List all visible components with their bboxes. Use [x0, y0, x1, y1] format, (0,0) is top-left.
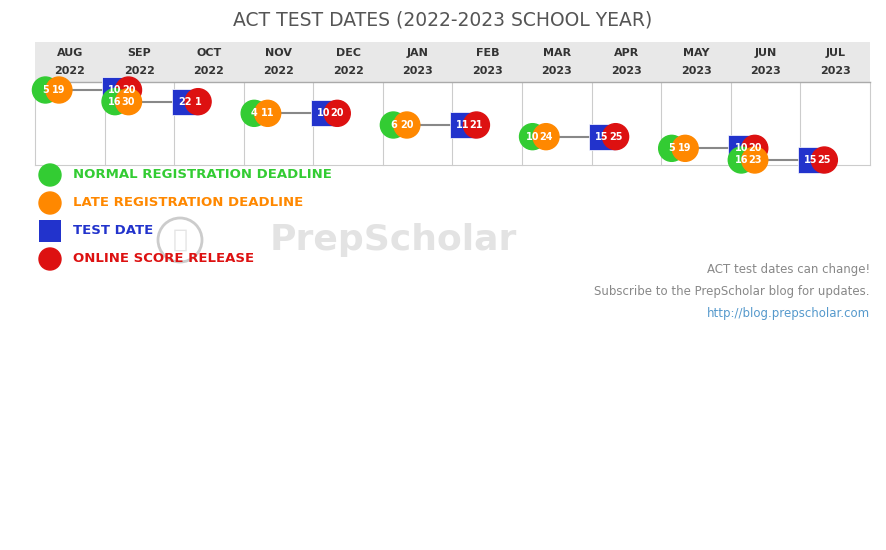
Circle shape — [33, 77, 58, 103]
Circle shape — [742, 147, 768, 173]
Text: 20: 20 — [400, 120, 414, 130]
Text: AUG: AUG — [57, 48, 83, 58]
Text: TEST DATE: TEST DATE — [73, 224, 153, 238]
Circle shape — [602, 124, 628, 150]
Text: 30: 30 — [121, 97, 136, 107]
Text: Subscribe to the PrepScholar blog for updates.: Subscribe to the PrepScholar blog for up… — [595, 285, 870, 299]
Bar — [102, 77, 128, 103]
Circle shape — [463, 112, 489, 138]
Text: 16: 16 — [108, 97, 121, 107]
Circle shape — [39, 248, 61, 270]
Text: 2023: 2023 — [402, 66, 433, 76]
Text: 10: 10 — [317, 108, 330, 118]
Text: 22: 22 — [178, 97, 191, 107]
Text: PrepScholar: PrepScholar — [270, 223, 517, 257]
Text: JUN: JUN — [755, 48, 777, 58]
Text: DEC: DEC — [336, 48, 361, 58]
Text: http://blog.prepscholar.com: http://blog.prepscholar.com — [707, 307, 870, 321]
Text: 11: 11 — [261, 108, 275, 118]
Bar — [35, 42, 870, 82]
Text: 21: 21 — [470, 120, 483, 130]
Text: FEB: FEB — [476, 48, 499, 58]
Text: 6: 6 — [390, 120, 397, 130]
Text: 2022: 2022 — [263, 66, 294, 76]
Text: 10: 10 — [734, 144, 748, 153]
Circle shape — [46, 77, 72, 103]
Text: JAN: JAN — [407, 48, 429, 58]
Circle shape — [254, 100, 281, 126]
Circle shape — [115, 89, 142, 114]
Text: 11: 11 — [456, 120, 470, 130]
Text: ACT TEST DATES (2022-2023 SCHOOL YEAR): ACT TEST DATES (2022-2023 SCHOOL YEAR) — [233, 10, 653, 30]
Circle shape — [533, 124, 559, 150]
Bar — [311, 100, 337, 126]
Text: 20: 20 — [330, 108, 344, 118]
Circle shape — [39, 192, 61, 214]
Circle shape — [241, 100, 268, 126]
Text: 25: 25 — [818, 155, 831, 165]
Text: 4: 4 — [251, 108, 258, 118]
Circle shape — [672, 135, 698, 161]
Text: 2023: 2023 — [680, 66, 711, 76]
Text: 15: 15 — [595, 131, 609, 142]
Text: MAY: MAY — [683, 48, 710, 58]
Text: ACT test dates can change!: ACT test dates can change! — [707, 263, 870, 277]
Circle shape — [380, 112, 407, 138]
Text: 19: 19 — [679, 144, 692, 153]
Text: 2023: 2023 — [820, 66, 851, 76]
Text: 5: 5 — [42, 85, 49, 95]
Circle shape — [742, 135, 768, 161]
Circle shape — [658, 135, 685, 161]
Text: MAR: MAR — [543, 48, 571, 58]
Circle shape — [812, 147, 837, 173]
Circle shape — [728, 147, 754, 173]
Circle shape — [519, 124, 546, 150]
Text: SEP: SEP — [128, 48, 152, 58]
Bar — [450, 112, 476, 138]
Text: 19: 19 — [52, 85, 66, 95]
Text: 20: 20 — [121, 85, 136, 95]
Text: 🏠: 🏠 — [173, 228, 188, 252]
Text: 15: 15 — [804, 155, 818, 165]
Bar — [798, 147, 824, 173]
Circle shape — [115, 77, 142, 103]
Text: JUL: JUL — [825, 48, 845, 58]
Text: 20: 20 — [748, 144, 762, 153]
Text: 2022: 2022 — [124, 66, 155, 76]
Text: LATE REGISTRATION DEADLINE: LATE REGISTRATION DEADLINE — [73, 196, 303, 210]
Text: 10: 10 — [525, 131, 540, 142]
Text: 2023: 2023 — [472, 66, 502, 76]
Text: 2023: 2023 — [611, 66, 641, 76]
Circle shape — [394, 112, 420, 138]
Circle shape — [185, 89, 211, 114]
Text: 1: 1 — [195, 97, 201, 107]
Text: OCT: OCT — [197, 48, 222, 58]
Text: APR: APR — [614, 48, 639, 58]
Text: ONLINE SCORE RELEASE: ONLINE SCORE RELEASE — [73, 252, 254, 266]
Text: 2023: 2023 — [750, 66, 781, 76]
Text: NOV: NOV — [265, 48, 292, 58]
Text: 16: 16 — [734, 155, 748, 165]
Bar — [589, 124, 615, 150]
Circle shape — [324, 100, 350, 126]
Text: 24: 24 — [540, 131, 553, 142]
Text: 2023: 2023 — [541, 66, 572, 76]
Text: 2022: 2022 — [54, 66, 85, 76]
Text: 2022: 2022 — [332, 66, 363, 76]
Text: 23: 23 — [748, 155, 762, 165]
Text: 10: 10 — [108, 85, 121, 95]
Bar — [728, 135, 754, 161]
Bar — [172, 89, 198, 114]
Circle shape — [39, 164, 61, 186]
Circle shape — [102, 89, 128, 114]
Text: 5: 5 — [668, 144, 675, 153]
Text: 2022: 2022 — [193, 66, 224, 76]
Text: NORMAL REGISTRATION DEADLINE: NORMAL REGISTRATION DEADLINE — [73, 168, 332, 182]
Text: 25: 25 — [609, 131, 622, 142]
Bar — [39, 220, 61, 242]
